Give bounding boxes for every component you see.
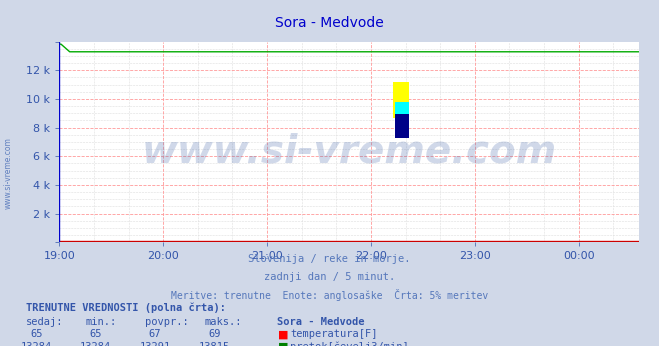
Text: Meritve: trenutne  Enote: anglosaške  Črta: 5% meritev: Meritve: trenutne Enote: anglosaške Črta… bbox=[171, 289, 488, 301]
Text: 13815: 13815 bbox=[198, 342, 230, 346]
Text: 13284: 13284 bbox=[80, 342, 111, 346]
Text: povpr.:: povpr.: bbox=[145, 317, 188, 327]
Text: sedaj:: sedaj: bbox=[26, 317, 64, 327]
Text: 67: 67 bbox=[149, 329, 161, 339]
Bar bbox=[393, 82, 409, 118]
Text: zadnji dan / 5 minut.: zadnji dan / 5 minut. bbox=[264, 272, 395, 282]
Text: www.si-vreme.com: www.si-vreme.com bbox=[3, 137, 13, 209]
Bar bbox=[395, 102, 409, 138]
Text: Sora - Medvode: Sora - Medvode bbox=[275, 16, 384, 29]
Text: www.si-vreme.com: www.si-vreme.com bbox=[142, 133, 557, 171]
Text: Sora - Medvode: Sora - Medvode bbox=[277, 317, 364, 327]
Text: 13291: 13291 bbox=[139, 342, 171, 346]
Text: Slovenija / reke in morje.: Slovenija / reke in morje. bbox=[248, 254, 411, 264]
Text: pretok[čevelj3/min]: pretok[čevelj3/min] bbox=[290, 342, 409, 346]
Bar bbox=[395, 115, 409, 138]
Text: 65: 65 bbox=[30, 329, 42, 339]
Text: TRENUTNE VREDNOSTI (polna črta):: TRENUTNE VREDNOSTI (polna črta): bbox=[26, 303, 226, 313]
Text: maks.:: maks.: bbox=[204, 317, 242, 327]
Text: 69: 69 bbox=[208, 329, 220, 339]
Text: ■: ■ bbox=[278, 329, 289, 339]
Text: ■: ■ bbox=[278, 342, 289, 346]
Text: 65: 65 bbox=[90, 329, 101, 339]
Text: 13284: 13284 bbox=[20, 342, 52, 346]
Text: min.:: min.: bbox=[86, 317, 117, 327]
Text: temperatura[F]: temperatura[F] bbox=[290, 329, 378, 339]
